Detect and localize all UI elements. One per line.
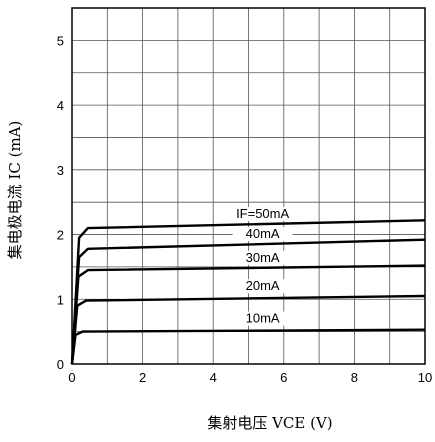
series-line: [70, 328, 426, 365]
x-tick-label: 8: [351, 370, 358, 385]
series-label-bg: [232, 279, 293, 294]
x-tick-label: 6: [280, 370, 287, 385]
y-tick-label: 1: [57, 292, 64, 307]
x-tick-label: 4: [210, 370, 217, 385]
series-label-bg: [232, 207, 293, 222]
y-axis-title: 集电极电流 IC (mA): [6, 121, 24, 260]
series-label: 20mA: [246, 278, 280, 293]
x-tick-labels: 0 2 4 6 8 10: [68, 370, 432, 385]
y-tick-labels: 0 1 2 3 4 5: [57, 33, 64, 372]
series-label: 30mA: [246, 250, 280, 265]
series-label-bg: [232, 250, 293, 265]
x-tick-label: 2: [139, 370, 146, 385]
x-tick-label: 0: [68, 370, 75, 385]
y-tick-label: 3: [57, 163, 64, 178]
plot-frame: [71, 7, 426, 365]
curves: [70, 219, 426, 365]
x-tick-label: 10: [418, 370, 432, 385]
series-label: IF=50mA: [236, 206, 289, 221]
y-tick-label: 5: [57, 33, 64, 48]
y-tick-label: 0: [57, 357, 64, 372]
series-label: 10mA: [246, 311, 280, 326]
y-tick-label: 4: [57, 98, 64, 113]
series-label-bg: [232, 311, 293, 326]
x-axis-title: 集射电压 VCE (V): [207, 414, 332, 432]
curve-labels: IF=50mA 40mA 30mA 20mA 10mA: [232, 206, 293, 326]
y-tick-label: 2: [57, 228, 64, 243]
series-label-bg: [232, 227, 293, 242]
series-label: 40mA: [246, 226, 280, 241]
